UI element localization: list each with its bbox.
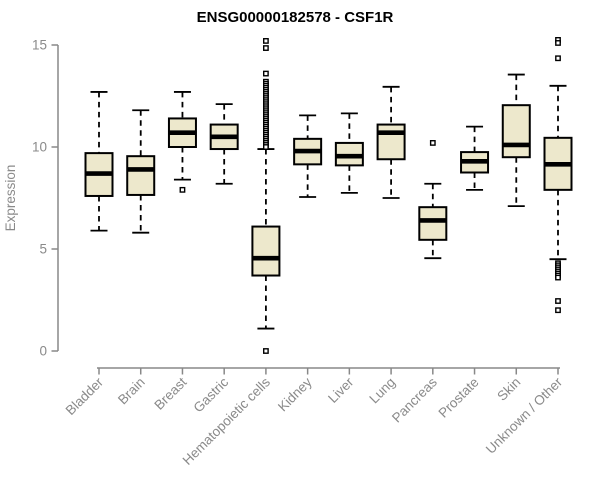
outlier-point bbox=[555, 40, 561, 46]
outlier-point bbox=[555, 274, 561, 281]
x-tick-label-liver: Liver bbox=[325, 374, 357, 406]
x-tick-label-brain: Brain bbox=[115, 375, 148, 408]
y-tick-label: 0 bbox=[39, 344, 47, 359]
x-tick-label-kidney: Kidney bbox=[275, 374, 315, 414]
x-tick-label-skin: Skin bbox=[494, 375, 523, 404]
boxplot-gastric bbox=[209, 103, 239, 185]
x-tick-label-pancreas: Pancreas bbox=[389, 374, 440, 425]
iqr-box bbox=[418, 206, 448, 241]
x-tick-label-prostate: Prostate bbox=[436, 375, 482, 421]
x-tick-label-unknown-other: Unknown / Other bbox=[483, 374, 566, 457]
y-axis-title: Expression bbox=[3, 165, 18, 232]
boxplot-kidney bbox=[293, 114, 323, 198]
outlier-point bbox=[263, 45, 269, 51]
outlier-point bbox=[555, 307, 561, 314]
iqr-box bbox=[251, 225, 281, 277]
outlier-point bbox=[555, 55, 561, 62]
boxplot-hematopoietic-cells bbox=[251, 38, 281, 354]
outlier-point bbox=[263, 348, 269, 354]
x-tick-label-breast: Breast bbox=[151, 374, 189, 412]
x-tick-label-gastric: Gastric bbox=[190, 374, 231, 415]
boxplot-skin bbox=[501, 73, 531, 208]
boxplot-liver bbox=[334, 112, 364, 194]
x-tick-label-bladder: Bladder bbox=[63, 374, 107, 418]
outlier-point bbox=[263, 70, 269, 77]
boxplot-prostate bbox=[460, 125, 490, 191]
iqr-box bbox=[501, 104, 531, 159]
outlier-point bbox=[429, 140, 436, 146]
boxplot-unknown-other bbox=[543, 37, 573, 314]
outlier-point bbox=[263, 38, 269, 44]
boxplot-bladder bbox=[84, 91, 114, 232]
iqr-box bbox=[126, 155, 156, 196]
boxplot-brain bbox=[126, 109, 156, 234]
boxplot-breast bbox=[167, 91, 197, 193]
outlier-point bbox=[179, 186, 186, 193]
boxplot-lung bbox=[376, 85, 406, 199]
y-tick-label: 15 bbox=[32, 38, 47, 53]
boxplot-pancreas bbox=[418, 140, 448, 260]
chart-title: ENSG00000182578 - CSF1R bbox=[197, 9, 394, 26]
outlier-point bbox=[263, 144, 269, 150]
y-tick-label: 10 bbox=[32, 140, 47, 155]
iqr-box bbox=[376, 123, 406, 161]
x-tick-label-lung: Lung bbox=[366, 375, 398, 407]
y-tick-label: 5 bbox=[39, 242, 47, 257]
outlier-point bbox=[555, 298, 561, 304]
